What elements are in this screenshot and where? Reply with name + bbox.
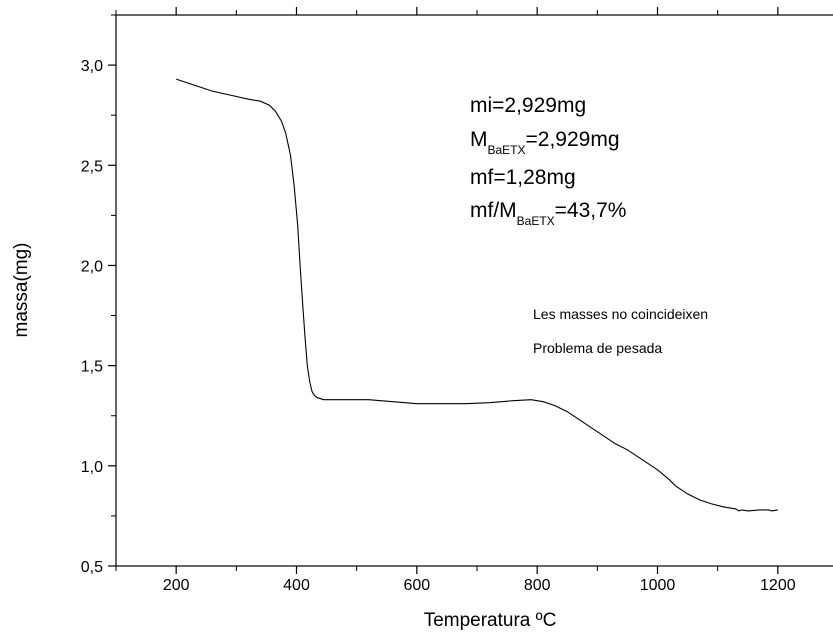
annotation-mi: mi=2,929mg (470, 94, 586, 117)
x-axis-title: Temperatura ºC (424, 610, 557, 631)
annotation-mbaetx-rest: =2,929mg (526, 128, 620, 151)
x-tick-label: 200 (163, 577, 190, 594)
y-tick-label: 2,5 (81, 158, 103, 175)
annotation-mbaetx: MBaETX=2,929mg (470, 128, 620, 157)
annotation-note-2: Problema de pesada (533, 340, 662, 356)
y-tick-label: 2,0 (81, 258, 103, 275)
series-line (176, 78, 778, 512)
x-axis-ticks (115, 7, 779, 574)
annotation-mbaetx-main: M (470, 128, 488, 151)
annotation-note-1: Les masses no coincideixen (533, 306, 708, 322)
y-axis-ticks (108, 14, 116, 567)
annotation-ratio-rest: =43,7% (555, 199, 627, 222)
y-tick-label: 0,5 (81, 559, 103, 576)
y-tick-label: 3,0 (81, 58, 103, 75)
annotation-ratio: mf/MBaETX=43,7% (470, 199, 626, 228)
x-axis-tick-labels: 200 400 600 800 1000 1200 (163, 577, 796, 594)
annotation-mf: mf=1,28mg (470, 166, 576, 189)
x-tick-label: 800 (524, 577, 551, 594)
y-axis-tick-labels: 0,5 1,0 1,5 2,0 2,5 3,0 (81, 58, 103, 576)
y-tick-label: 1,0 (81, 459, 103, 476)
annotation-ratio-sub: BaETX (517, 214, 555, 228)
y-axis-title: massa(mg) (11, 242, 32, 337)
x-tick-label: 400 (283, 577, 310, 594)
annotation-mbaetx-sub: BaETX (488, 143, 526, 157)
x-tick-label: 600 (403, 577, 430, 594)
x-tick-label: 1000 (640, 577, 676, 594)
y-tick-label: 1,5 (81, 359, 103, 376)
x-tick-label: 1200 (760, 577, 796, 594)
annotation-ratio-main: mf/M (470, 199, 517, 222)
